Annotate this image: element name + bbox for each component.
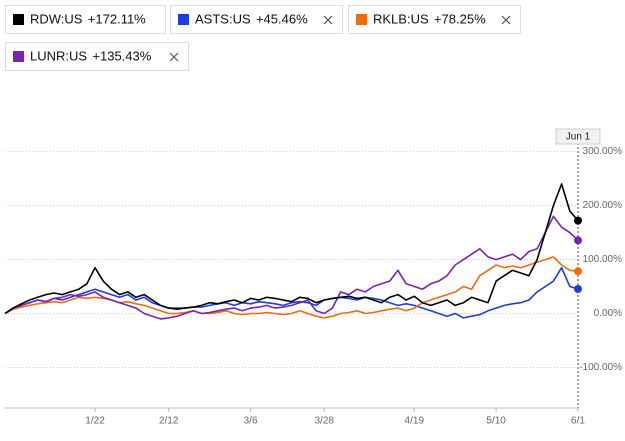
- legend-name: ASTS:US: [195, 11, 251, 26]
- series-line: [4, 215, 579, 320]
- series-line: [4, 266, 579, 319]
- x-tick-label: 3/6: [244, 416, 258, 427]
- y-tick-label: 100.00%: [583, 254, 623, 265]
- close-icon[interactable]: [501, 15, 511, 25]
- crosshair-label: Jun 1: [566, 132, 591, 143]
- legend-change: +78.25%: [434, 11, 486, 26]
- close-icon[interactable]: [323, 15, 333, 25]
- legend-name: RDW:US: [30, 11, 83, 26]
- crosshair-label-bg: [555, 128, 601, 145]
- x-tick-label: 6/1: [571, 416, 585, 427]
- x-tick-label: 1/22: [85, 416, 105, 427]
- close-icon[interactable]: [169, 52, 179, 62]
- end-dot: [574, 267, 582, 276]
- end-dot: [574, 236, 582, 245]
- end-dot: [574, 284, 582, 293]
- x-tick-label: 2/12: [159, 416, 179, 427]
- legend-change: +45.46%: [256, 11, 308, 26]
- y-tick-label: 300.00%: [583, 146, 623, 157]
- legend-name: LUNR:US: [30, 48, 87, 63]
- y-tick-label: 200.00%: [583, 200, 623, 211]
- y-tick-label: -100.00%: [579, 362, 622, 373]
- series-line: [4, 183, 579, 315]
- x-tick-label: 4/19: [405, 416, 425, 427]
- legend-chip[interactable]: [5, 42, 189, 71]
- end-dot: [574, 216, 582, 225]
- legend-swatch: [13, 51, 24, 62]
- legend-change: +135.43%: [92, 48, 151, 63]
- x-tick-label: 5/10: [486, 416, 506, 427]
- legend-swatch: [356, 14, 367, 25]
- legend-chip[interactable]: [348, 5, 521, 34]
- legend-chip[interactable]: [170, 5, 343, 34]
- legend-change: +172.11%: [88, 11, 146, 26]
- series-line: [4, 256, 579, 319]
- x-tick-label: 3/28: [315, 416, 335, 427]
- legend-swatch: [13, 14, 24, 25]
- y-tick-label: 0.00%: [594, 308, 622, 319]
- legend-chip[interactable]: [5, 5, 166, 34]
- legend-swatch: [178, 14, 189, 25]
- legend-name: RKLB:US: [373, 11, 429, 26]
